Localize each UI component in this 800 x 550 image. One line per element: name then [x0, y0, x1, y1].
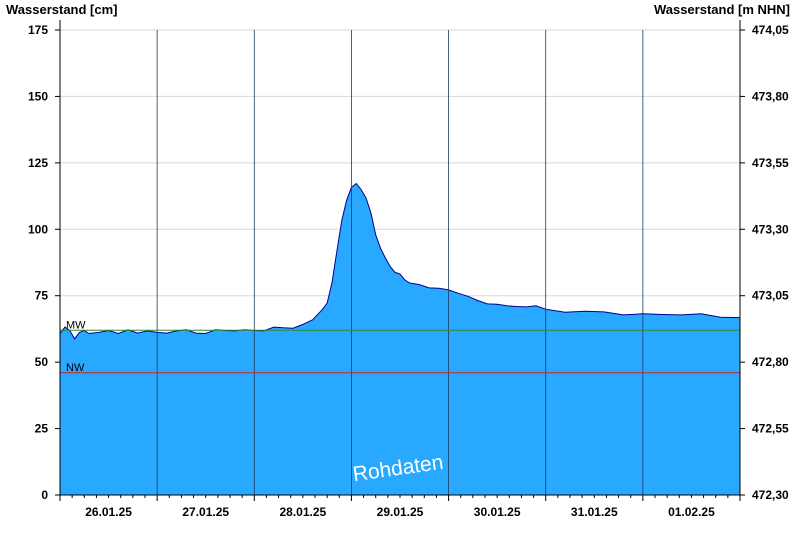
date-tick-label: 29.01.25 — [377, 505, 424, 519]
right-tick-labels: 472,30 472,55 472,80 473,05 473,30 473,55 473,… — [740, 23, 789, 502]
data-area — [59, 182, 741, 495]
right-tick-label: 473,05 — [752, 289, 789, 303]
date-tick-label: 31.01.25 — [571, 505, 618, 519]
reference-label-mw: MW — [66, 319, 86, 331]
reference-lines: MW NW — [60, 319, 740, 374]
right-tick-label: 472,80 — [752, 355, 789, 369]
left-tick-label: 75 — [35, 289, 49, 303]
right-tick-label: 472,55 — [752, 422, 789, 436]
left-tick-label: 125 — [28, 156, 48, 170]
left-tick-label: 150 — [28, 89, 48, 103]
right-axis-title: Wasserstand [m NHN] — [654, 2, 790, 17]
day-separators — [156, 30, 644, 495]
reference-label-nw: NW — [66, 362, 85, 374]
water-level-area — [60, 183, 740, 495]
date-tick-label: 28.01.25 — [279, 505, 326, 519]
left-tick-label: 50 — [35, 355, 49, 369]
date-tick-labels: 26.01.25 27.01.25 28.01.25 29.01.25 30.01.25… — [59, 495, 741, 519]
right-tick-label: 473,30 — [752, 222, 789, 236]
date-tick-label: 27.01.25 — [182, 505, 229, 519]
right-tick-label: 473,80 — [752, 89, 789, 103]
right-tick-label: 474,05 — [752, 23, 789, 37]
left-tick-label: 175 — [28, 23, 48, 37]
left-tick-label: 0 — [41, 488, 48, 502]
date-tick-label: 26.01.25 — [85, 505, 132, 519]
left-tick-label: 100 — [28, 222, 48, 236]
left-axis-title: Wasserstand [cm] — [6, 2, 118, 17]
right-tick-label: 472,30 — [752, 488, 789, 502]
left-tick-labels: 0 25 50 75 100 125 150 175 — [28, 23, 60, 502]
left-tick-label: 25 — [35, 422, 49, 436]
date-tick-label: 01.02.25 — [668, 505, 715, 519]
right-tick-label: 473,55 — [752, 156, 789, 170]
date-tick-label: 30.01.25 — [474, 505, 521, 519]
